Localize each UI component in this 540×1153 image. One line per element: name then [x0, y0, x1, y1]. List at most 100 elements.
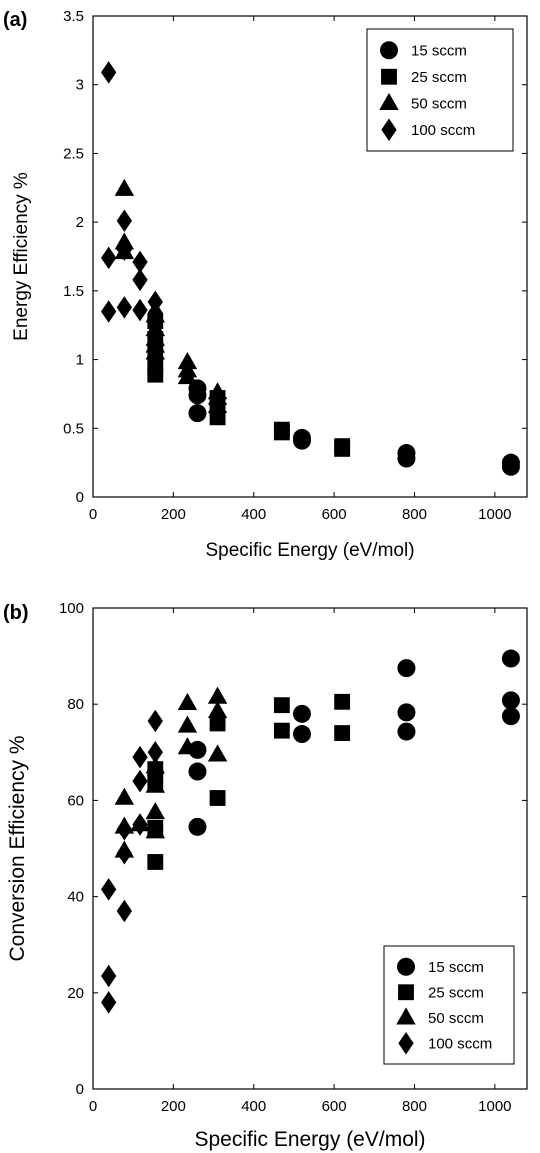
- series-100-sccm: [101, 61, 163, 325]
- data-point: [132, 250, 148, 274]
- data-point: [334, 725, 351, 741]
- data-point: [147, 765, 163, 788]
- data-point: [292, 704, 311, 723]
- legend-marker: [381, 118, 397, 141]
- data-point: [292, 431, 311, 450]
- data-point: [188, 386, 207, 405]
- series-15-sccm: [188, 649, 520, 836]
- plot-frame: [92, 607, 528, 1090]
- data-point: [188, 404, 207, 423]
- data-point: [273, 722, 290, 739]
- data-point: [292, 725, 311, 744]
- x-tick-label: 600: [322, 506, 347, 523]
- legend-marker: [396, 1007, 416, 1025]
- y-tick-label: 0: [76, 489, 84, 506]
- x-tick-label: 200: [161, 1098, 186, 1115]
- x-axis-label: Specific Energy (eV/mol): [205, 540, 414, 561]
- data-point: [397, 659, 416, 678]
- data-point: [116, 818, 132, 841]
- legend-label: 100 sccm: [411, 122, 475, 139]
- data-point: [147, 741, 163, 764]
- data-point: [132, 268, 148, 292]
- series-50-sccm: [114, 686, 228, 858]
- x-axis-label: Specific Energy (eV/mol): [194, 1128, 425, 1151]
- data-point: [116, 209, 132, 233]
- data-point: [177, 715, 198, 733]
- data-point: [397, 449, 416, 468]
- x-tick-label: 0: [89, 506, 97, 523]
- x-tick-label: 400: [241, 506, 266, 523]
- data-point: [132, 813, 148, 836]
- legend-label: 50 sccm: [411, 95, 467, 112]
- legend-marker: [398, 984, 414, 1001]
- legend: 15 sccm 25 sccm 50 sccm 100 sccm: [383, 945, 515, 1065]
- y-tick-label: 80: [67, 696, 84, 713]
- legend-label: 15 sccm: [411, 42, 467, 59]
- data-point: [101, 61, 117, 84]
- data-point: [114, 787, 135, 805]
- data-point: [147, 709, 163, 733]
- data-point: [132, 769, 148, 793]
- data-point: [209, 790, 226, 806]
- data-point: [334, 440, 351, 457]
- data-point: [501, 649, 520, 668]
- data-point: [188, 762, 207, 781]
- data-point: [273, 424, 290, 441]
- y-tick-label: 1: [76, 352, 84, 369]
- x-tick-label: 400: [241, 1098, 266, 1115]
- series-25-sccm: [147, 693, 351, 870]
- data-point: [116, 842, 132, 865]
- data-point: [273, 697, 290, 714]
- data-point: [116, 296, 132, 319]
- y-tick-label: 3: [76, 77, 84, 94]
- legend-marker: [398, 1032, 414, 1055]
- x-tick-label: 200: [161, 506, 186, 523]
- y-tick-label: 100: [59, 600, 84, 617]
- data-point: [177, 367, 198, 385]
- series-100-sccm: [101, 709, 163, 1014]
- data-point: [501, 457, 520, 476]
- data-point: [207, 686, 228, 704]
- legend-marker: [381, 68, 397, 85]
- data-point: [145, 318, 166, 337]
- data-point: [397, 703, 416, 722]
- y-axis-label: Conversion Efficiency %: [6, 735, 29, 961]
- data-point: [116, 238, 132, 261]
- y-tick-label: 2.5: [63, 145, 84, 162]
- data-point: [101, 300, 117, 323]
- legend-label: 15 sccm: [428, 959, 484, 976]
- chart-panel-b: 0 200 400 600 800 1000 0 20 40 60 80 100 Specific En…: [3, 600, 528, 1151]
- data-point: [114, 178, 135, 196]
- x-tick-label: 1000: [478, 1098, 511, 1115]
- data-point: [209, 715, 226, 732]
- data-point: [177, 737, 198, 755]
- y-tick-label: 2: [76, 214, 84, 231]
- x-tick-label: 1000: [478, 506, 511, 523]
- data-point: [101, 991, 117, 1014]
- chart-panel-a: 0 200 400 600 800 1000 0 0.5 1 1.5 2 2.5 3 3.5 Specifi…: [3, 8, 528, 561]
- legend-marker: [380, 41, 398, 60]
- panel-label: (b): [3, 602, 29, 624]
- series-50-sccm: [114, 178, 228, 414]
- data-point: [397, 722, 416, 741]
- data-point: [501, 707, 520, 726]
- y-tick-label: 20: [67, 985, 84, 1002]
- data-point: [145, 821, 166, 839]
- data-point: [145, 342, 166, 360]
- data-point: [207, 744, 228, 762]
- data-point: [177, 692, 198, 710]
- y-tick-label: 40: [67, 889, 84, 906]
- x-tick-label: 800: [402, 1098, 427, 1115]
- x-tick-label: 0: [89, 1098, 97, 1115]
- data-point: [188, 817, 207, 836]
- data-point: [132, 745, 148, 769]
- y-tick-label: 60: [67, 792, 84, 809]
- data-point: [188, 740, 207, 759]
- legend-label: 50 sccm: [428, 1010, 484, 1027]
- data-point: [101, 964, 117, 988]
- series-25-sccm: [147, 313, 351, 457]
- x-tick-label: 800: [402, 506, 427, 523]
- data-point: [101, 246, 117, 270]
- y-axis-label: Energy Efficiency %: [11, 172, 32, 341]
